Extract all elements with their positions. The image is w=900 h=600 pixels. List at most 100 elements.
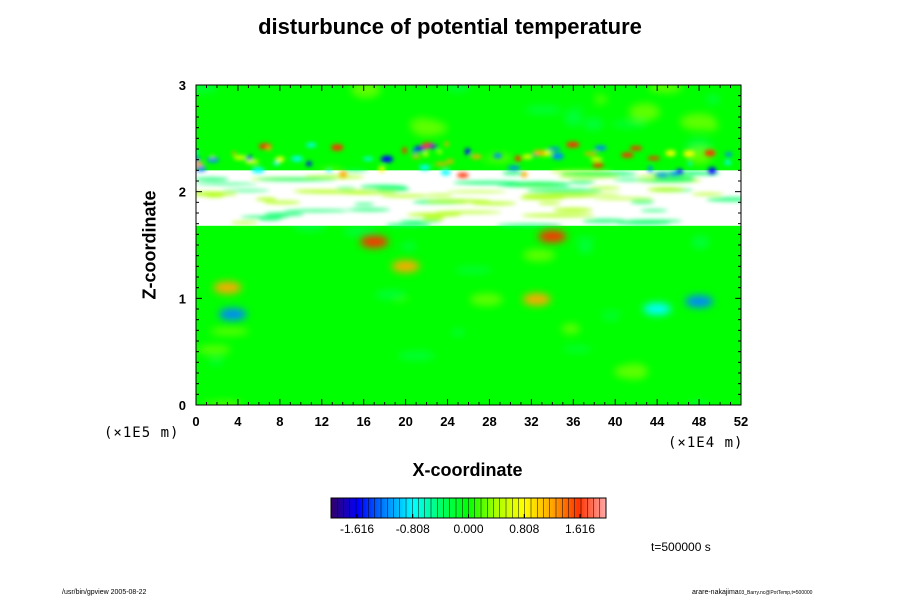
field-blob xyxy=(351,85,381,98)
wave-cell xyxy=(291,156,303,162)
field-blob xyxy=(339,261,378,275)
field-blob xyxy=(411,119,444,137)
field-feature xyxy=(218,308,247,321)
layer-streak xyxy=(347,208,391,212)
wave-cell xyxy=(196,156,200,162)
field-feature xyxy=(522,293,551,306)
wave-cell xyxy=(378,166,386,172)
wave-cell xyxy=(419,164,431,171)
wave-cell xyxy=(470,154,482,159)
field-blob xyxy=(686,401,710,405)
wave-cell xyxy=(592,162,604,168)
x-axis-unit: (×1E4 m) xyxy=(668,435,744,451)
x-tick-label: 0 xyxy=(192,414,199,429)
wave-cell xyxy=(676,168,683,175)
field-blob xyxy=(520,328,540,338)
wave-cell xyxy=(647,156,661,161)
field-blob xyxy=(196,85,218,93)
layer-streak xyxy=(706,197,741,202)
field-feature xyxy=(538,230,567,243)
x-tick-label: 12 xyxy=(315,414,329,429)
y-tick-label: 2 xyxy=(179,185,186,200)
layer-streak xyxy=(222,189,270,192)
y-tick-label: 1 xyxy=(179,291,186,306)
layer-streak xyxy=(630,199,655,204)
layer-streak xyxy=(640,209,668,212)
x-tick-label: 48 xyxy=(692,414,706,429)
field-blob xyxy=(524,105,562,115)
field-blob xyxy=(273,373,304,387)
field-blob xyxy=(451,328,465,336)
layer-streak xyxy=(380,194,432,198)
wave-cell xyxy=(594,145,607,151)
layer-streak xyxy=(553,207,593,213)
field-blob xyxy=(660,313,685,324)
field-blob xyxy=(204,249,221,260)
layer-streak xyxy=(231,221,259,224)
heatmap-field xyxy=(196,85,741,405)
colorbar: -1.616 -0.808 0.000 0.808 1.616 xyxy=(330,497,607,536)
field-blob xyxy=(571,91,600,108)
layer-streak xyxy=(435,210,502,214)
layer-streaks xyxy=(196,169,741,228)
wave-cell xyxy=(411,155,421,159)
wave-cell xyxy=(507,165,521,171)
wave-cell xyxy=(687,161,693,166)
field-blob xyxy=(688,335,705,348)
wave-cell xyxy=(522,154,533,159)
y-tick-label: 3 xyxy=(179,78,186,93)
wave-cell xyxy=(724,159,731,165)
layer-streak xyxy=(196,182,258,186)
field-feature xyxy=(213,281,242,294)
field-blob xyxy=(208,357,224,366)
field-blob xyxy=(275,269,298,281)
colorbar-tick-label: -0.808 xyxy=(396,522,430,536)
layer-streak xyxy=(647,187,686,192)
field-blob xyxy=(577,237,593,255)
wave-cell xyxy=(704,149,716,157)
field-blob xyxy=(206,401,243,405)
layer-streak xyxy=(612,178,647,182)
field-features xyxy=(213,230,714,321)
field-blob xyxy=(691,235,710,249)
field-blob xyxy=(446,85,470,92)
wave-cell xyxy=(331,144,344,151)
y-axis-unit: (×1E5 m) xyxy=(104,425,180,441)
x-tick-label: 28 xyxy=(482,414,496,429)
layer-streak xyxy=(291,189,339,192)
layer-streak xyxy=(582,218,627,224)
wave-cell xyxy=(444,141,449,147)
chart-title: disturbunce of potential temperature xyxy=(258,14,642,39)
field-blob xyxy=(561,323,580,335)
field-blob xyxy=(403,238,432,254)
x-tick-label: 24 xyxy=(440,414,455,429)
field-blob xyxy=(562,345,593,353)
field-blob xyxy=(454,266,493,274)
layer-streak xyxy=(537,201,562,205)
wave-cell xyxy=(440,169,451,176)
layer-streak xyxy=(522,193,597,198)
wave-cell xyxy=(655,173,669,178)
wave-cell xyxy=(647,165,653,173)
wave-cell xyxy=(708,167,717,175)
wave-cell xyxy=(325,168,332,172)
layer-streak xyxy=(691,192,724,196)
x-axis-label: X-coordinate xyxy=(412,460,523,480)
layer-streak xyxy=(375,187,411,192)
wave-cell xyxy=(493,153,503,159)
x-tick-label: 20 xyxy=(398,414,412,429)
field-blob xyxy=(648,85,683,93)
field-feature xyxy=(360,235,389,248)
wave-cell xyxy=(669,172,679,176)
wave-cell xyxy=(273,161,280,166)
x-tick-label: 8 xyxy=(276,414,283,429)
field-blob xyxy=(196,398,206,405)
layer-streak xyxy=(496,223,563,228)
field-blob xyxy=(611,120,647,128)
colorbar-tick-label: 0.808 xyxy=(509,522,539,536)
wave-cell xyxy=(456,172,469,178)
x-tick-label: 40 xyxy=(608,414,622,429)
wave-cell xyxy=(206,157,219,163)
footer-author: arare-nakajima xyxy=(692,589,739,596)
